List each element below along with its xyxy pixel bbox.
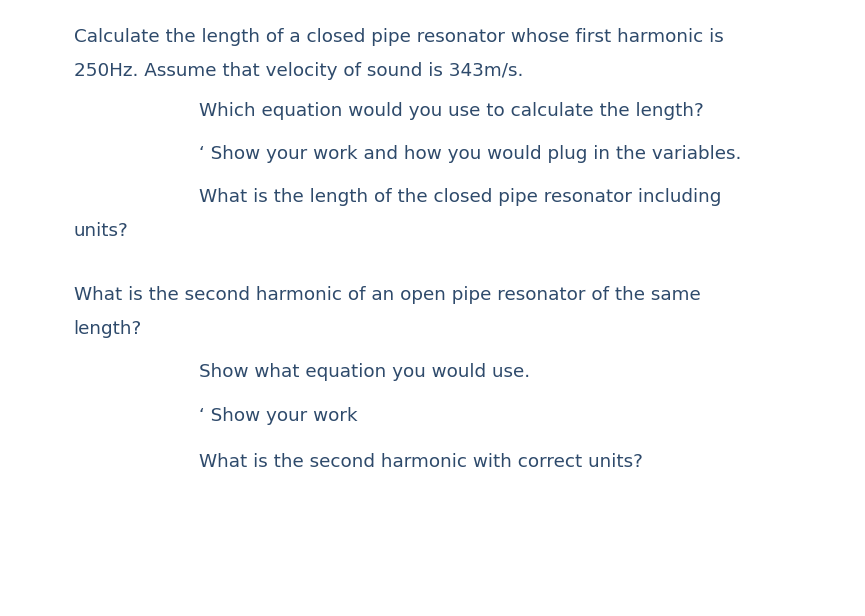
Text: units?: units?	[74, 222, 128, 240]
Text: length?: length?	[74, 320, 142, 338]
Text: Which equation would you use to calculate the length?: Which equation would you use to calculat…	[199, 102, 704, 120]
Text: ‘ Show your work: ‘ Show your work	[199, 407, 357, 424]
Text: What is the second harmonic of an open pipe resonator of the same: What is the second harmonic of an open p…	[74, 286, 701, 304]
Text: What is the second harmonic with correct units?: What is the second harmonic with correct…	[199, 453, 643, 471]
Text: ‘ Show your work and how you would plug in the variables.: ‘ Show your work and how you would plug …	[199, 145, 741, 163]
Text: 250Hz. Assume that velocity of sound is 343m/s.: 250Hz. Assume that velocity of sound is …	[74, 62, 523, 79]
Text: Show what equation you would use.: Show what equation you would use.	[199, 363, 530, 381]
Text: What is the length of the closed pipe resonator including: What is the length of the closed pipe re…	[199, 188, 721, 206]
Text: Calculate the length of a closed pipe resonator whose first harmonic is: Calculate the length of a closed pipe re…	[74, 28, 723, 46]
